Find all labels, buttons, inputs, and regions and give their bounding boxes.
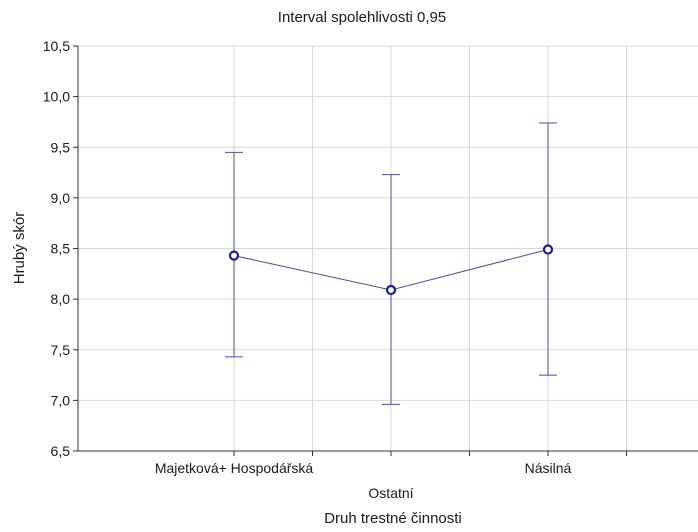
y-axis-label: Hrubý skór (11, 212, 28, 285)
y-tick-label: 8,0 (51, 291, 71, 307)
x-category-label: Ostatní (368, 485, 413, 501)
grid (78, 45, 698, 452)
axes (73, 45, 698, 456)
y-tick-label: 9,0 (51, 190, 71, 206)
tick-labels: 6,5 7,0 7,5 8,0 8,5 9,0 9,5 10,0 10,5 Majetková+ … (43, 38, 572, 501)
chart-title: Interval spolehlivosti 0,95 (278, 9, 446, 26)
x-category-label: Majetková+ Hospodářská (155, 460, 314, 476)
data-point (228, 250, 240, 261)
x-axis-label: Druh trestné činnosti (324, 510, 462, 527)
data-point (542, 244, 554, 255)
y-tick-label: 7,0 (51, 392, 71, 408)
y-tick-label: 10,0 (43, 89, 70, 105)
x-category-label: Násilná (525, 460, 572, 476)
y-tick-label: 10,5 (43, 38, 70, 54)
data-point (385, 284, 397, 296)
series (225, 122, 557, 405)
y-tick-label: 9,5 (51, 139, 71, 155)
y-tick-label: 8,5 (51, 241, 71, 257)
y-tick-label: 6,5 (51, 443, 71, 459)
y-tick-label: 7,5 (51, 342, 71, 358)
